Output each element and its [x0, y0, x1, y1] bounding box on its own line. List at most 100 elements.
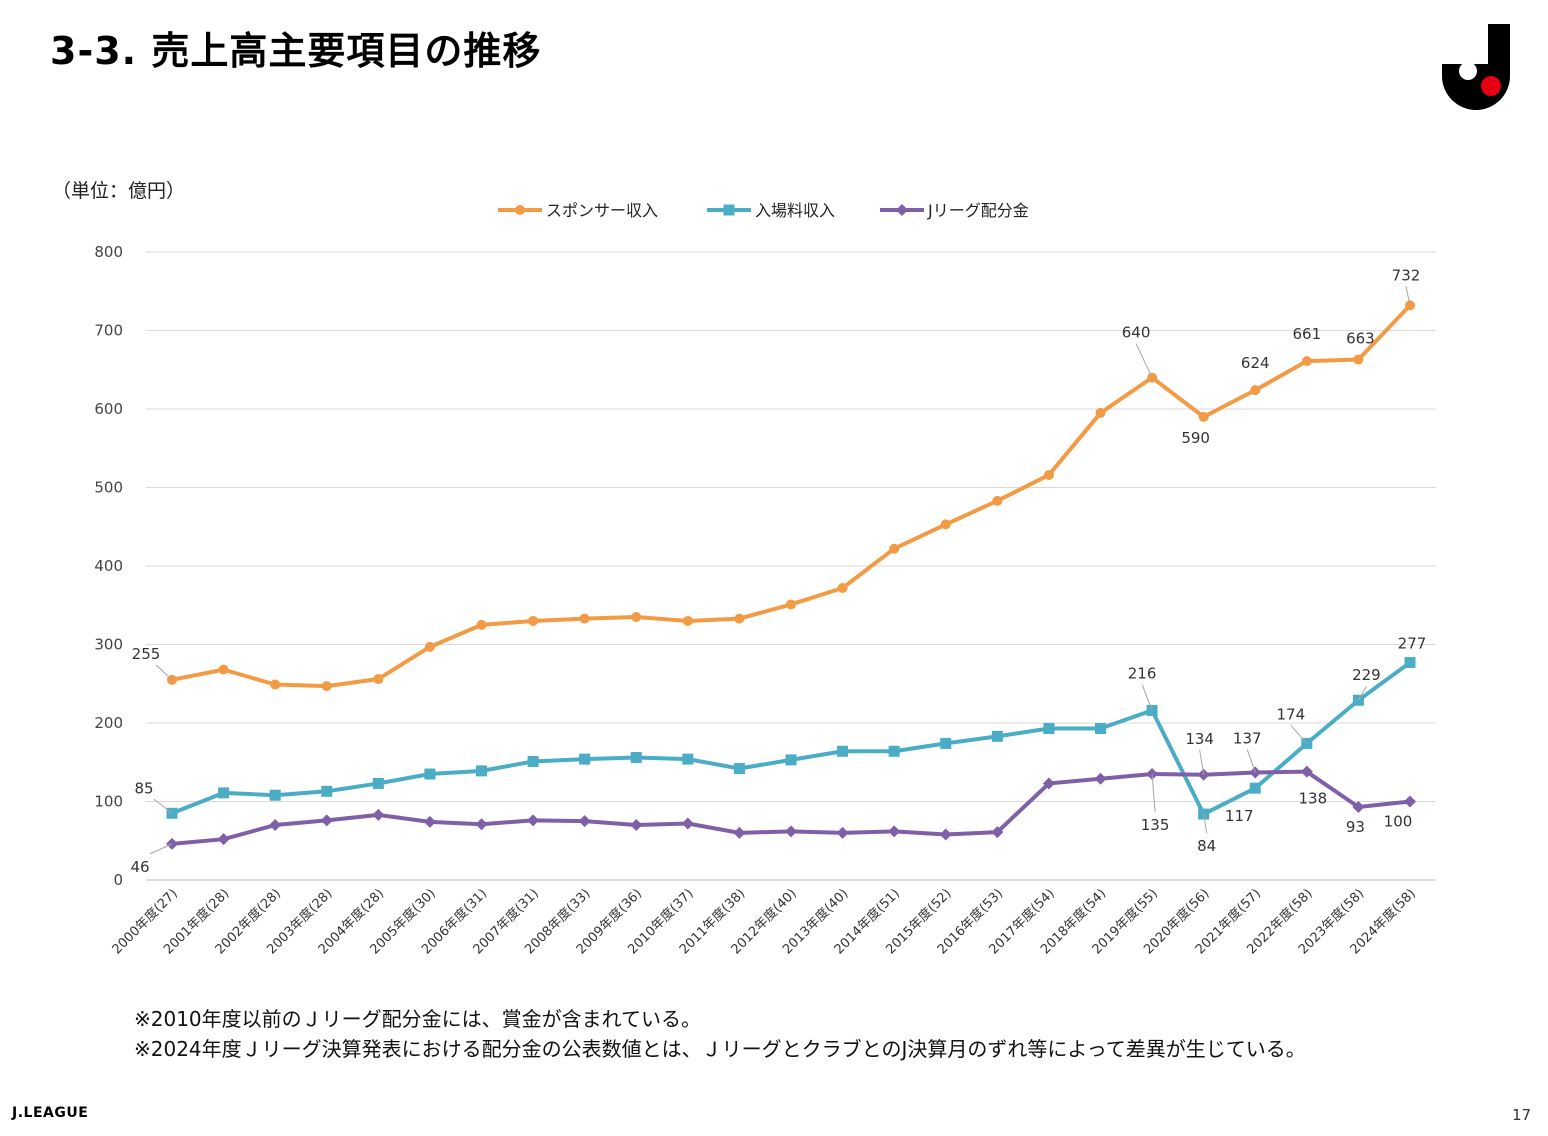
data-label: 85	[134, 779, 153, 797]
data-point	[527, 755, 539, 767]
data-point	[1301, 356, 1312, 367]
data-point	[734, 613, 745, 624]
data-point	[579, 613, 590, 624]
y-tick-label: 500	[94, 479, 123, 497]
leader-line	[1246, 749, 1256, 773]
leader-line	[149, 843, 173, 855]
legend-label: Jリーグ配分金	[927, 201, 1029, 220]
data-point	[837, 745, 849, 757]
footer-brand: J.LEAGUE	[12, 1105, 89, 1121]
jleague-logo	[1442, 24, 1510, 110]
y-tick-label: 600	[94, 400, 123, 418]
data-label: 93	[1346, 818, 1365, 836]
data-point	[889, 543, 900, 554]
data-label: 229	[1352, 666, 1381, 684]
data-label: 640	[1122, 324, 1151, 342]
page-title: 3-3. 売上高主要項目の推移	[50, 29, 542, 73]
data-point	[631, 612, 642, 623]
data-point	[836, 826, 849, 839]
data-point	[991, 826, 1004, 839]
data-point	[940, 737, 952, 749]
data-point	[423, 815, 436, 828]
data-point	[372, 808, 385, 821]
data-point	[270, 679, 281, 690]
data-point	[527, 814, 540, 827]
data-point	[733, 826, 746, 839]
y-tick-label: 800	[94, 243, 123, 261]
data-label: 255	[132, 645, 161, 663]
y-tick-label: 300	[94, 636, 123, 654]
leader-line	[1135, 343, 1153, 378]
grid-lines	[146, 251, 1436, 881]
data-label: 624	[1241, 354, 1270, 372]
leader-line	[1199, 749, 1205, 775]
data-point	[424, 768, 436, 780]
series-lines	[166, 300, 1416, 850]
footnote-1: ※2010年度以前のＪリーグ配分金には、賞金が含まれている。	[134, 1007, 702, 1031]
data-point	[682, 753, 694, 765]
legend-label: 入場料収入	[755, 201, 835, 220]
data-label: 277	[1398, 635, 1427, 653]
jleague-logo-white-dot	[1459, 62, 1477, 80]
data-point	[1404, 795, 1416, 808]
data-point	[1404, 657, 1416, 669]
y-tick-label: 100	[94, 793, 123, 811]
data-point	[321, 681, 332, 692]
data-label: 46	[130, 858, 149, 876]
data-label: 117	[1225, 807, 1254, 825]
data-point	[785, 825, 797, 838]
data-point	[269, 789, 281, 801]
data-label: 135	[1141, 816, 1170, 834]
data-point	[630, 752, 642, 764]
data-label: 661	[1293, 325, 1322, 343]
data-label: 732	[1392, 266, 1421, 284]
data-point	[785, 754, 797, 766]
data-point	[269, 819, 282, 832]
data-point	[888, 825, 901, 838]
legend-marker	[896, 204, 908, 216]
unit-label: （単位：億円）	[52, 180, 186, 202]
data-point	[373, 674, 384, 685]
line-chart: 0 100 200 300 400 500 600 700 800 2000年度(27)2001…	[94, 201, 1436, 957]
legend-marker	[515, 205, 525, 215]
legend: スポンサー収入 入場料収入 Jリーグ配分金	[498, 201, 1029, 220]
data-point	[218, 787, 230, 799]
data-point	[321, 785, 333, 797]
y-tick-label: 200	[94, 714, 123, 732]
data-point	[217, 833, 230, 846]
data-point	[681, 817, 694, 830]
data-label: 84	[1197, 837, 1216, 855]
data-label: 137	[1233, 729, 1262, 747]
data-label: 174	[1277, 705, 1306, 723]
data-point	[1250, 385, 1261, 396]
leader-line	[1203, 813, 1208, 834]
leader-line	[153, 798, 173, 814]
data-point	[218, 664, 229, 675]
data-label: 590	[1181, 429, 1210, 447]
data-point	[1043, 469, 1054, 480]
data-point	[786, 599, 796, 610]
data-point	[992, 495, 1003, 506]
data-point	[476, 619, 487, 630]
data-label: 138	[1299, 790, 1328, 808]
y-tick-label: 0	[113, 871, 123, 889]
data-point	[888, 745, 900, 757]
footnote-2: ※2024年度Ｊリーグ決算発表における配分金の公表数値とは、Ｊリーグとクラブとの…	[134, 1037, 1306, 1061]
data-point	[1043, 722, 1055, 734]
data-label: 134	[1185, 730, 1214, 748]
jleague-logo-bowl	[1442, 64, 1510, 110]
data-point	[1249, 782, 1261, 794]
data-point	[1300, 765, 1313, 778]
series-line-0	[171, 304, 1412, 689]
data-point	[1094, 772, 1107, 785]
data-point	[1095, 722, 1106, 734]
data-point	[1095, 407, 1106, 418]
y-tick-label: 700	[94, 322, 123, 340]
data-point	[837, 582, 848, 593]
data-point	[578, 815, 591, 828]
data-point	[372, 777, 384, 789]
data-point	[991, 730, 1003, 742]
leader-line	[1405, 286, 1411, 306]
data-point	[475, 818, 488, 831]
data-point	[682, 615, 693, 626]
